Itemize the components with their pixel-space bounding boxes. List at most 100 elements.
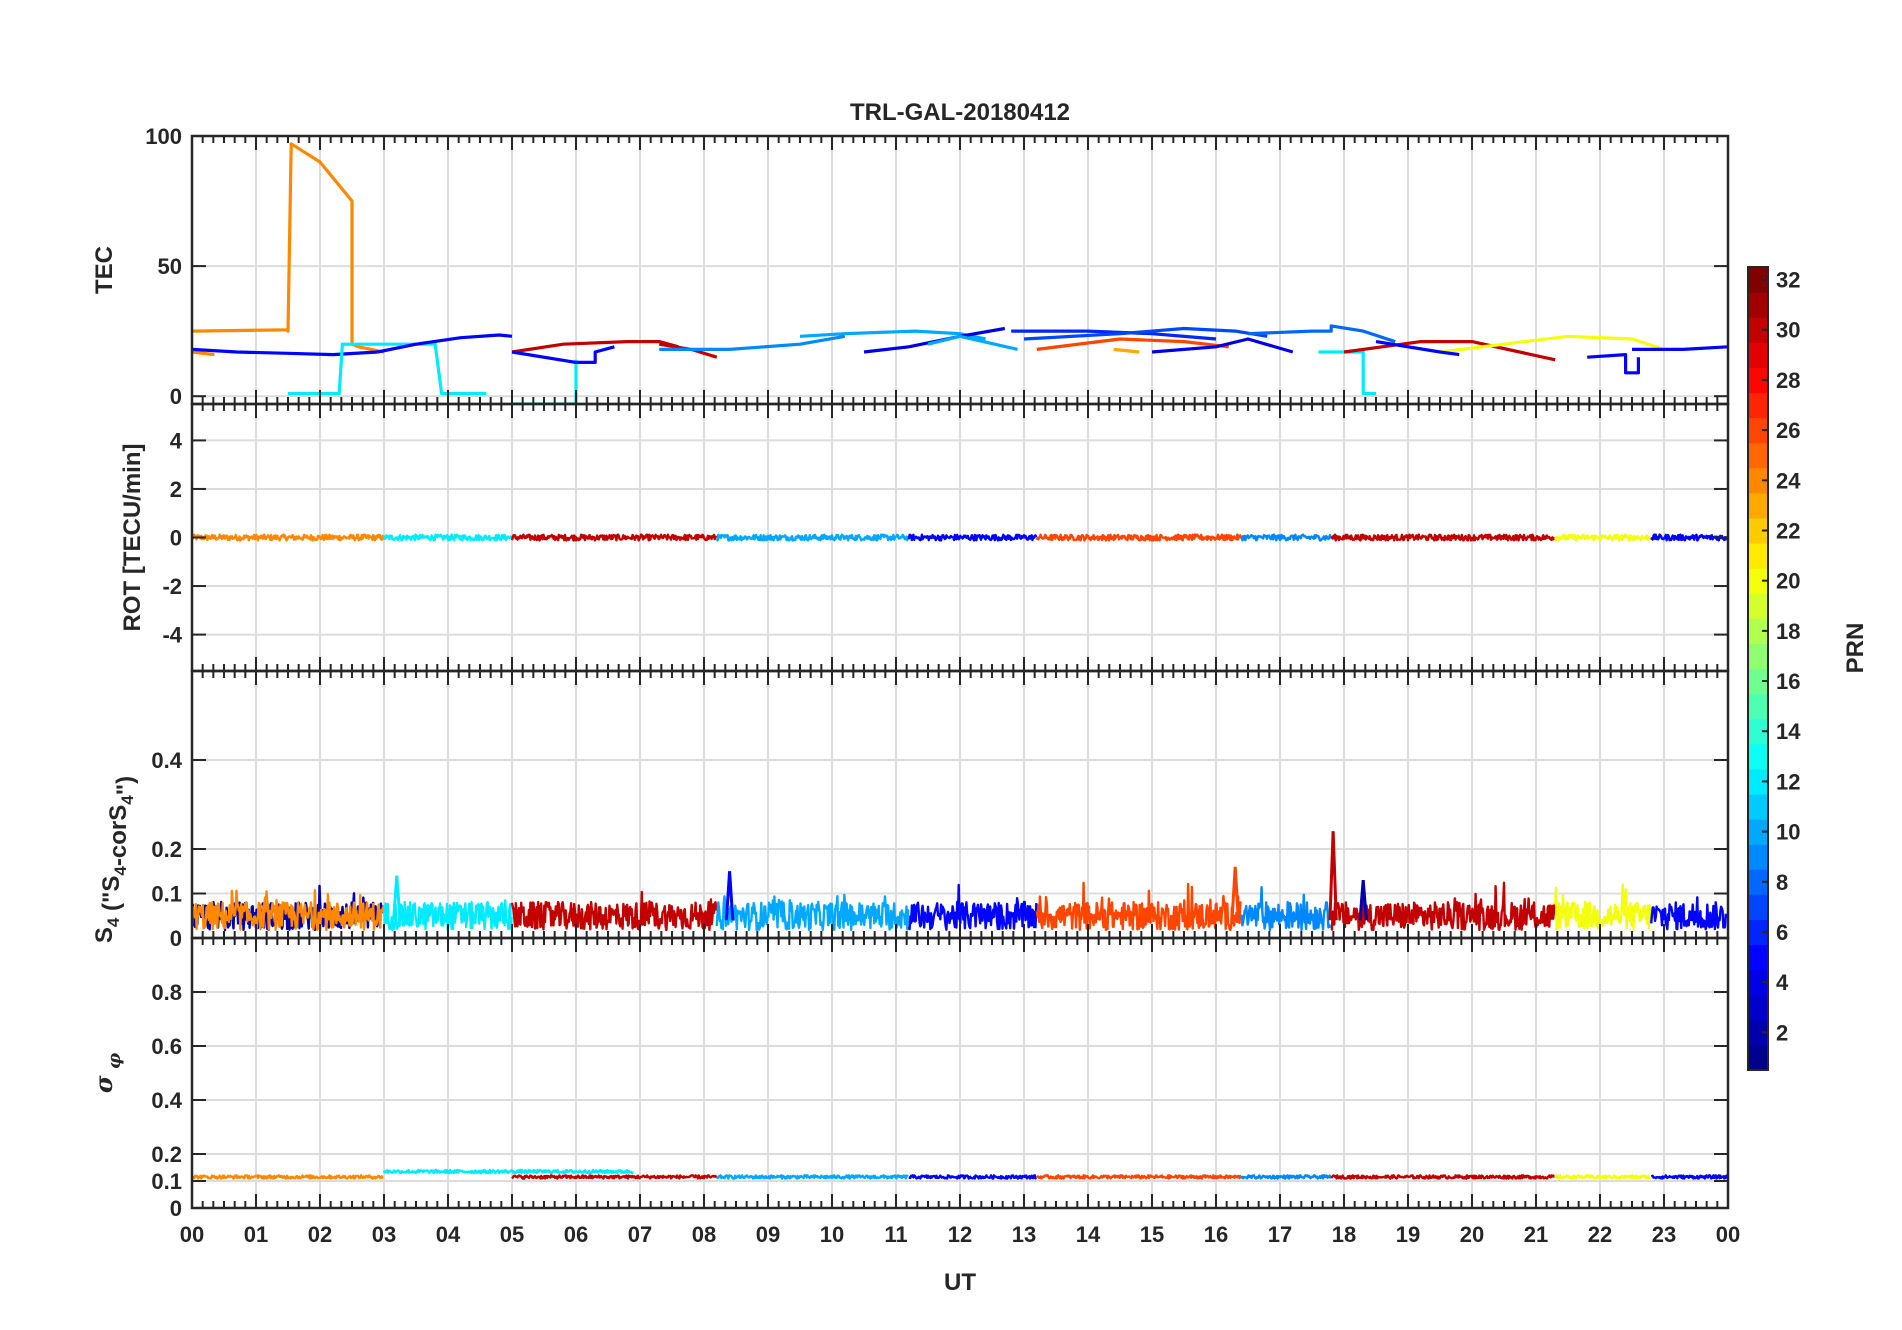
tec-series-prn-12 (288, 342, 487, 396)
y-axis-label-sigma_phi: σ φ (89, 1052, 125, 1093)
colorbar-swatch (1748, 392, 1768, 419)
colorbar-swatch (1748, 593, 1768, 619)
s4-series-prn-10 (715, 893, 910, 932)
colorbar-label: PRN (1842, 623, 1869, 674)
y-axis-label-tec: TEC (91, 246, 118, 294)
colorbar-swatch (1748, 367, 1768, 394)
colorbar-tick-label: 20 (1776, 569, 1800, 594)
y-axis-label-part: ") (112, 776, 139, 795)
x-tick-label: 04 (436, 1222, 461, 1247)
y-tick-label: 0.1 (151, 882, 182, 907)
colorbar-swatch (1748, 1044, 1768, 1071)
rot-series-prn-20 (1554, 533, 1652, 542)
tec-series-prn-7 (1023, 326, 1268, 341)
s4-series-prn-26 (1035, 881, 1243, 932)
colorbar-tick-label: 4 (1776, 970, 1789, 995)
colorbar-swatch (1748, 844, 1768, 870)
colorbar-tick-label: 6 (1776, 920, 1788, 945)
colorbar-swatch (1748, 693, 1768, 720)
tec-series-prn-23 (1113, 347, 1140, 354)
sigma_phi-series-prn-5 (908, 1174, 1038, 1180)
colorbar-swatch (1748, 919, 1768, 946)
colorbar-swatch (1748, 793, 1768, 820)
colorbar-swatch (1748, 768, 1768, 795)
colorbar-swatch (1748, 267, 1768, 293)
x-tick-label: 22 (1588, 1222, 1612, 1247)
tec-series-prn-24 (192, 142, 385, 354)
y-axis-label-part: 4 (111, 866, 130, 876)
x-tick-label: 21 (1524, 1222, 1548, 1247)
x-tick-label: 02 (308, 1222, 332, 1247)
x-tick-label: 00 (1716, 1222, 1740, 1247)
y-tick-label: -2 (162, 574, 182, 599)
colorbar-swatch (1748, 342, 1768, 368)
tec-series-prn-20 (1439, 334, 1665, 354)
colorbar-swatch (1748, 568, 1768, 594)
tec-series-group (192, 142, 1728, 404)
y-tick-label: 0.4 (151, 1088, 182, 1113)
tec-series-prn-12 (512, 359, 578, 404)
colorbar-tick-label: 22 (1776, 518, 1800, 543)
colorbar-swatch (1748, 417, 1768, 444)
rot-series-prn-5 (907, 533, 1038, 542)
y-axis-label-part: -corS (105, 805, 132, 866)
sigma_phi-series-prn-9 (1240, 1174, 1332, 1180)
colorbar-swatch (1748, 292, 1768, 318)
x-tick-label: 08 (692, 1222, 716, 1247)
panel-sigma_phi: 00.10.2 0.4 0.6 0.8 σ φ (89, 936, 1730, 1221)
colorbar-swatch (1748, 1019, 1768, 1046)
tec-series-prn-24 (192, 350, 215, 357)
tec-series-prn-8 (1247, 324, 1396, 344)
s4-series-prn-24 (192, 889, 385, 932)
sigma_phi-series-prn-20 (1554, 1174, 1651, 1180)
colorbar-swatch (1748, 317, 1768, 343)
x-tick-label: 03 (372, 1222, 396, 1247)
s4-series-prn-9 (1240, 886, 1332, 932)
x-tick-label: 09 (756, 1222, 780, 1247)
colorbar-swatch (1748, 743, 1768, 770)
x-tick-label: 05 (500, 1222, 524, 1247)
y-tick-label: 0 (170, 526, 182, 551)
y-tick-label: -4 (162, 623, 182, 648)
s4-series-prn-30 (510, 890, 718, 932)
s4-series-prn-5 (907, 883, 1038, 931)
colorbar-tick-label: 28 (1776, 368, 1800, 393)
rot-series-prn-26 (1035, 533, 1243, 542)
colorbar-swatch (1748, 668, 1768, 695)
panel-s4: 00.10.20.4S4 ("S4-corS4") (91, 669, 1730, 951)
colorbar-tick-label: 32 (1776, 268, 1800, 293)
rot-series-group (192, 533, 1728, 542)
x-tick-label: 23 (1652, 1222, 1676, 1247)
rot-series-prn-24 (192, 533, 385, 542)
colorbar-swatch (1748, 492, 1768, 519)
colorbar-tick-label: 8 (1776, 870, 1788, 895)
tec-series-prn-9 (659, 334, 846, 351)
colorbar-tick-label: 16 (1776, 669, 1800, 694)
sigma_phi-series-prn-12 (382, 1168, 634, 1175)
rot-series-prn-9 (1240, 533, 1332, 542)
colorbar-tick-label: 10 (1776, 820, 1800, 845)
y-tick-label: 0.2 (151, 1142, 182, 1167)
colorbar-frame (1747, 266, 1769, 1071)
colorbar-swatch (1748, 894, 1768, 921)
s4-spike (1230, 866, 1240, 921)
tec-series-prn-5 (1375, 340, 1460, 357)
y-tick-label: 0 (170, 926, 182, 951)
colorbar-swatch (1748, 944, 1768, 971)
s4-series-prn-5 (1650, 896, 1728, 931)
x-tick-label: 10 (820, 1222, 844, 1247)
colorbar-tick-label: 14 (1776, 719, 1801, 744)
colorbar-tick-label: 2 (1776, 1020, 1788, 1045)
y-tick-label: 0 (170, 1196, 182, 1221)
x-tick-label: 00 (180, 1222, 204, 1247)
s4-spike (1358, 880, 1368, 921)
x-tick-label: 17 (1268, 1222, 1292, 1247)
colorbar-tick-label: 12 (1776, 769, 1800, 794)
colorbar-swatch (1748, 517, 1768, 544)
tec-series-prn-12 (1318, 350, 1376, 396)
y-axis-label-part: S (91, 927, 118, 943)
colorbar-tick-label: 26 (1776, 418, 1800, 443)
